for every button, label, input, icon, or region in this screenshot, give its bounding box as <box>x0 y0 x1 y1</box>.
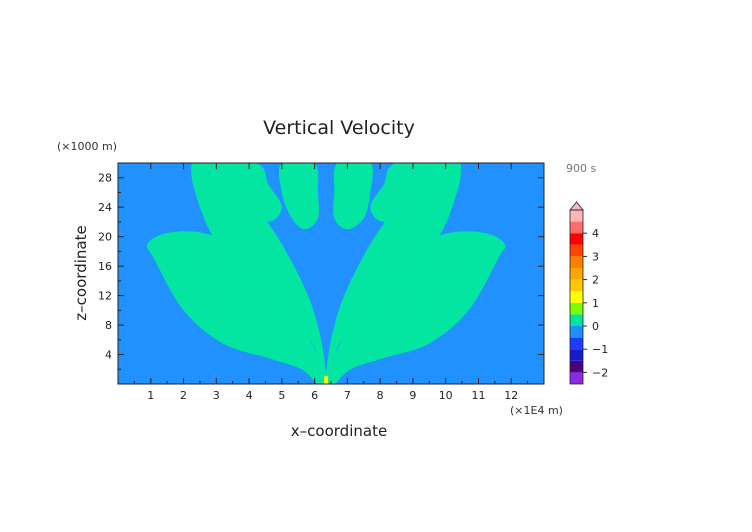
y-units-label: (×1000 m) <box>57 140 117 153</box>
colorbar-level <box>570 291 583 303</box>
colorbar-tick-label: 1 <box>592 297 599 310</box>
colorbar-level <box>570 244 583 257</box>
x-tick-label: 4 <box>246 389 253 402</box>
colorbar-tick-label: −1 <box>592 343 608 356</box>
x-tick-label: 3 <box>213 389 220 402</box>
y-tick-label: 12 <box>98 290 112 303</box>
colorbar-level <box>570 256 583 268</box>
x-tick-label: 5 <box>278 389 285 402</box>
colorbar-tick-label: 0 <box>592 320 599 333</box>
grid-texture <box>118 163 544 384</box>
y-tick-label: 24 <box>98 201 112 214</box>
colorbar-level <box>570 279 583 292</box>
x-tick-label: 10 <box>439 389 453 402</box>
colorbar-tick-label: 2 <box>592 274 599 287</box>
colorbar-level <box>570 314 583 326</box>
colorbar-tick-label: 3 <box>592 250 599 263</box>
y-tick-label: 4 <box>105 349 112 362</box>
x-axis-label: x–coordinate <box>291 422 387 440</box>
plot-area <box>118 163 544 384</box>
colorbar-level <box>570 233 583 245</box>
y-axis-ticks: 4 8 12 16 20 24 28 <box>98 172 544 370</box>
x-tick-label: 11 <box>471 389 485 402</box>
x-axis-ticks: 1 2 3 4 5 6 7 8 9 10 11 12 <box>133 163 529 402</box>
x-tick-label: 12 <box>504 389 518 402</box>
y-tick-label: 20 <box>98 231 112 244</box>
colorbar-tick-label: 4 <box>592 227 599 240</box>
y-tick-label: 16 <box>98 260 112 273</box>
y-axis-label: z–coordinate <box>72 225 90 320</box>
colorbar-level <box>570 360 583 373</box>
colorbar <box>569 201 584 385</box>
x-tick-label: 9 <box>409 389 416 402</box>
colorbar-frame <box>569 209 584 385</box>
x-tick-label: 8 <box>377 389 384 402</box>
x-tick-label: 7 <box>344 389 351 402</box>
colorbar-level <box>570 326 583 338</box>
colorbar-level <box>570 372 583 384</box>
x-tick-label: 1 <box>147 389 154 402</box>
time-label: 900 s <box>566 162 596 175</box>
colorbar-level <box>570 221 583 234</box>
x-units-label: (×1E4 m) <box>510 404 563 417</box>
y-tick-label: 8 <box>105 319 112 332</box>
colorbar-tick-label: −2 <box>592 366 608 379</box>
colorbar-ticks: 4 3 2 1 0 −1 −2 <box>583 227 608 379</box>
x-tick-label: 2 <box>180 389 187 402</box>
x-tick-label: 6 <box>311 389 318 402</box>
colorbar-level <box>570 349 583 361</box>
colorbar-level <box>570 302 583 315</box>
y-tick-label: 28 <box>98 172 112 185</box>
colorbar-level <box>570 210 583 222</box>
colorbar-level <box>570 268 583 280</box>
chart-title: Vertical Velocity <box>263 117 415 139</box>
colorbar-extend-arrow <box>569 201 584 211</box>
colorbar-level <box>570 337 583 350</box>
